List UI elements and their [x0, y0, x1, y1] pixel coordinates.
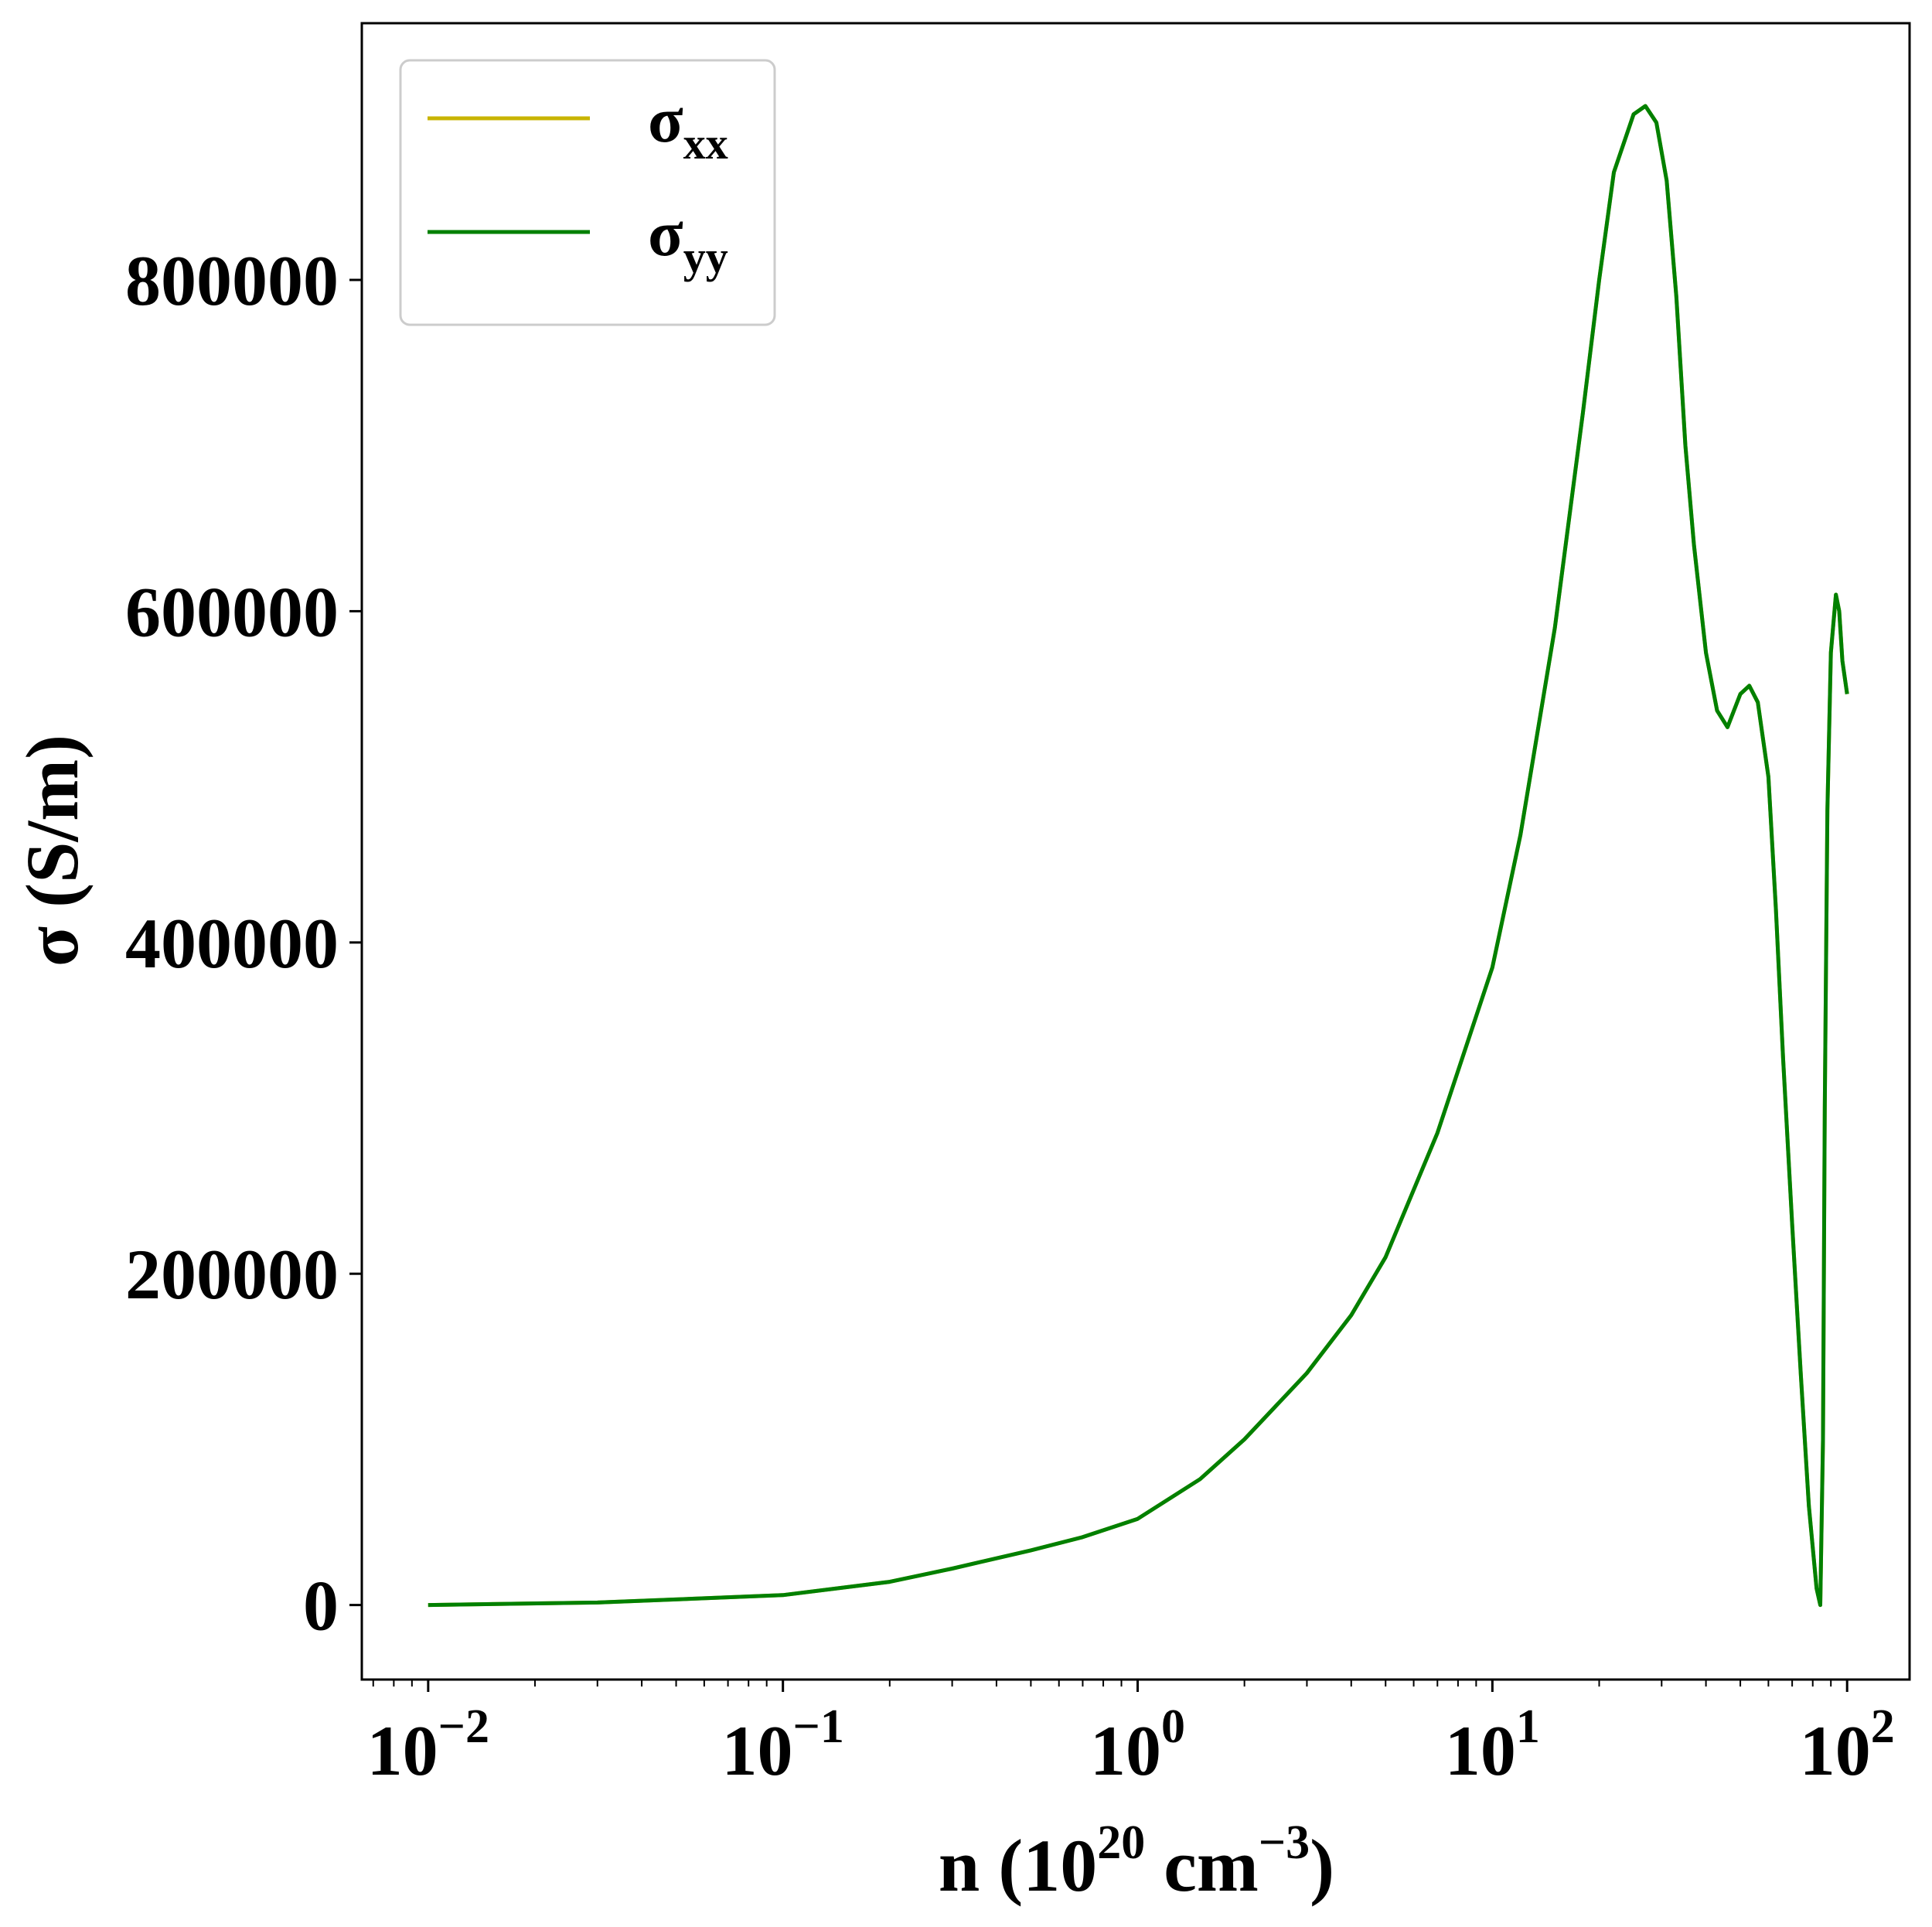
plot-frame — [360, 22, 1911, 1681]
x-tick-label: 101 — [1445, 1700, 1540, 1790]
legend-label-sigma-xx-sub: xx — [683, 118, 728, 169]
series-layer — [428, 104, 1849, 1608]
y-axis-title: σ (S/m) — [11, 735, 94, 967]
x-axis-title: n (1020 cm−3) — [939, 1816, 1334, 1907]
x-axis-title-exp: 20 — [1097, 1816, 1145, 1869]
y-tick-label: 200000 — [125, 1235, 339, 1314]
x-axis-title-unit: cm — [1145, 1824, 1259, 1907]
y-axis-ticks: 0 200000 400000 600000 800000 — [125, 241, 362, 1646]
x-tick-label: 102 — [1800, 1700, 1895, 1790]
x-axis-title-main: n (10 — [939, 1824, 1097, 1907]
y-tick-label: 600000 — [125, 572, 339, 651]
legend-label-sigma-yy-sub: yy — [683, 232, 728, 282]
legend: σxx σyy — [399, 59, 776, 326]
legend-label-sigma-yy-main: σ — [648, 198, 683, 270]
legend-label-sigma-yy: σyy — [648, 198, 728, 282]
legend-label-sigma-xx: σxx — [648, 84, 728, 169]
series-line-sigma-yy — [428, 104, 1849, 1608]
x-axis-ticks: 10−2 10−1 100 101 102 — [367, 1680, 1895, 1790]
x-axis-title-close: ) — [1310, 1824, 1334, 1907]
x-axis-title-unit-exp: −3 — [1259, 1816, 1310, 1869]
y-tick-label: 800000 — [125, 241, 339, 320]
legend-frame — [399, 59, 776, 326]
x-tick-label: 10−1 — [722, 1700, 844, 1790]
x-tick-label: 100 — [1090, 1700, 1185, 1790]
y-tick-label: 0 — [303, 1567, 339, 1646]
x-tick-label: 10−2 — [367, 1700, 489, 1790]
y-tick-label: 400000 — [125, 904, 339, 983]
legend-label-sigma-xx-main: σ — [648, 84, 683, 156]
